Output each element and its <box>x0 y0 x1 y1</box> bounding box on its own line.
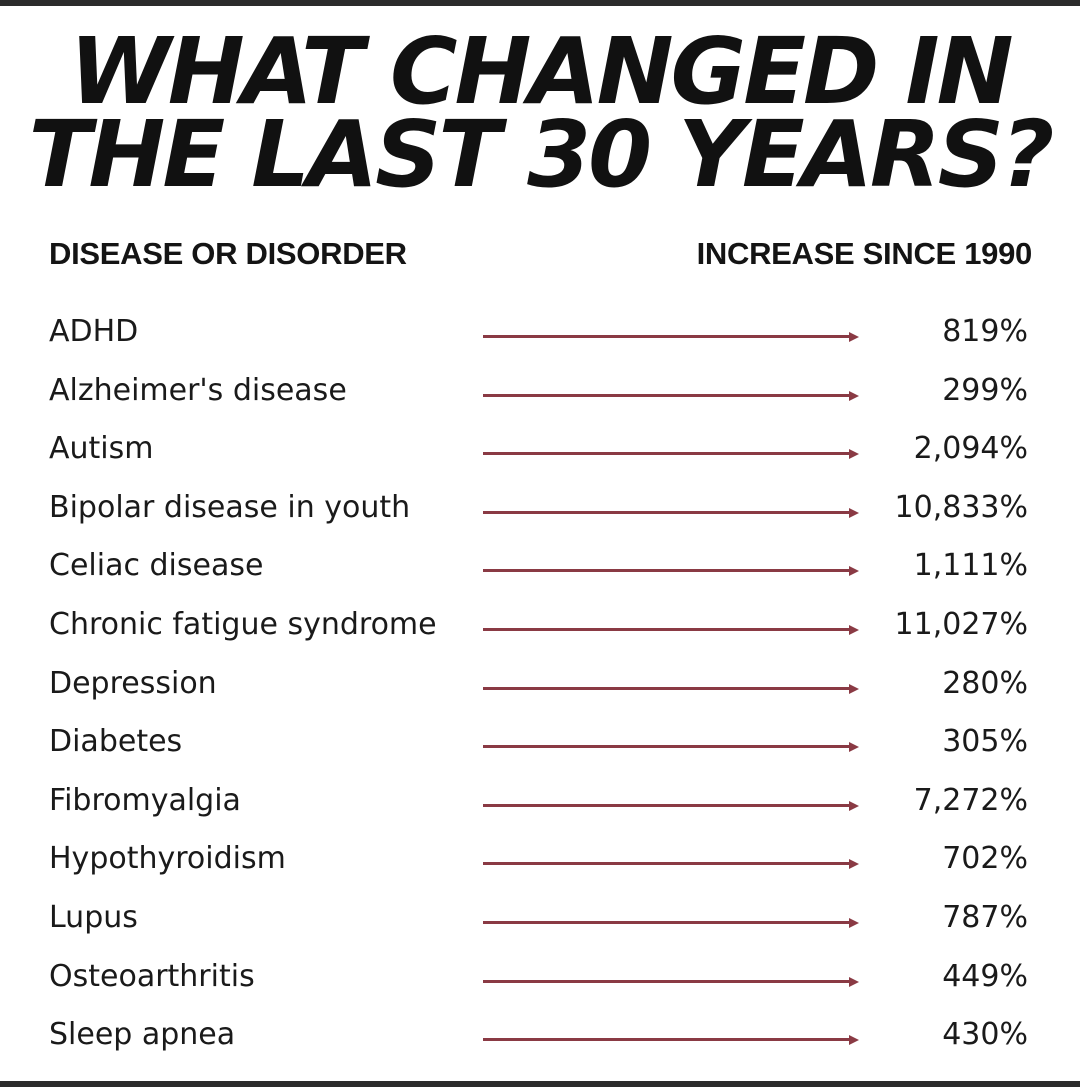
list-item: Fibromyalgia 7,272% <box>0 777 1080 836</box>
increase-value: 1,111% <box>913 548 1028 584</box>
disease-list: ADHD 819% Alzheimer's disease 299% Autis… <box>0 308 1080 1070</box>
disease-name: ADHD <box>49 314 143 349</box>
arrow-right-icon <box>483 683 859 694</box>
disease-name: Lupus <box>49 899 142 935</box>
arrow-right-icon <box>483 917 859 928</box>
increase-value: 449% <box>942 958 1028 994</box>
disease-name: Fibromyalgia <box>49 782 245 818</box>
list-item: Osteoarthritis 449% <box>0 953 1080 1012</box>
disease-name: Osteoarthritis <box>49 958 259 994</box>
arrow-right-icon <box>483 449 859 460</box>
list-item: ADHD 819% <box>0 308 1080 367</box>
title-line-2: THE LAST 30 YEARS? <box>28 101 1055 208</box>
arrow-right-icon <box>483 507 859 518</box>
disease-name: Alzheimer's disease <box>49 372 351 408</box>
arrow-right-icon <box>483 390 859 401</box>
infographic: WHAT CHANGED IN THE LAST 30 YEARS? DISEA… <box>0 6 1080 1081</box>
list-item: Depression 280% <box>0 660 1080 719</box>
list-item: Celiac disease 1,111% <box>0 542 1080 601</box>
list-item: Bipolar disease in youth 10,833% <box>0 484 1080 543</box>
title-line-1: WHAT CHANGED IN <box>69 18 1013 125</box>
increase-value: 7,272% <box>913 782 1028 818</box>
increase-value: 299% <box>942 372 1028 408</box>
increase-value: 2,094% <box>913 431 1028 467</box>
disease-name: Autism <box>49 431 158 467</box>
disease-name: Sleep apnea <box>49 1017 240 1053</box>
disease-name: Chronic fatigue syndrome <box>49 606 441 642</box>
arrow-right-icon <box>483 859 859 870</box>
list-item: Hypothyroidism 702% <box>0 835 1080 894</box>
list-item: Alzheimer's disease 299% <box>0 367 1080 426</box>
increase-value: 280% <box>942 665 1028 701</box>
disease-name: Hypothyroidism <box>49 841 290 877</box>
increase-value: 430% <box>942 1017 1028 1053</box>
column-header-increase: INCREASE SINCE 1990 <box>696 236 1033 271</box>
disease-name: Bipolar disease in youth <box>49 489 415 525</box>
disease-name: Depression <box>49 665 221 701</box>
disease-name: Celiac disease <box>49 548 268 584</box>
list-item: Diabetes 305% <box>0 718 1080 777</box>
increase-value: 787% <box>942 899 1028 935</box>
arrow-right-icon <box>483 1035 859 1046</box>
increase-value: 11,027% <box>894 606 1028 642</box>
arrow-right-icon <box>483 624 859 635</box>
arrow-right-icon <box>483 976 859 987</box>
arrow-right-icon <box>483 332 859 342</box>
arrow-right-icon <box>483 742 859 753</box>
arrow-right-icon <box>483 566 859 577</box>
list-item: Autism 2,094% <box>0 425 1080 484</box>
column-header-disease: DISEASE OR DISORDER <box>49 236 407 271</box>
arrow-right-icon <box>483 800 859 811</box>
increase-value: 702% <box>942 841 1028 877</box>
disease-name: Diabetes <box>49 724 187 760</box>
list-item: Lupus 787% <box>0 894 1080 953</box>
increase-value: 305% <box>942 724 1028 760</box>
increase-value: 819% <box>942 314 1028 349</box>
list-item: Chronic fatigue syndrome 11,027% <box>0 601 1080 660</box>
increase-value: 10,833% <box>894 489 1028 525</box>
list-item: Sleep apnea 430% <box>0 1011 1080 1070</box>
